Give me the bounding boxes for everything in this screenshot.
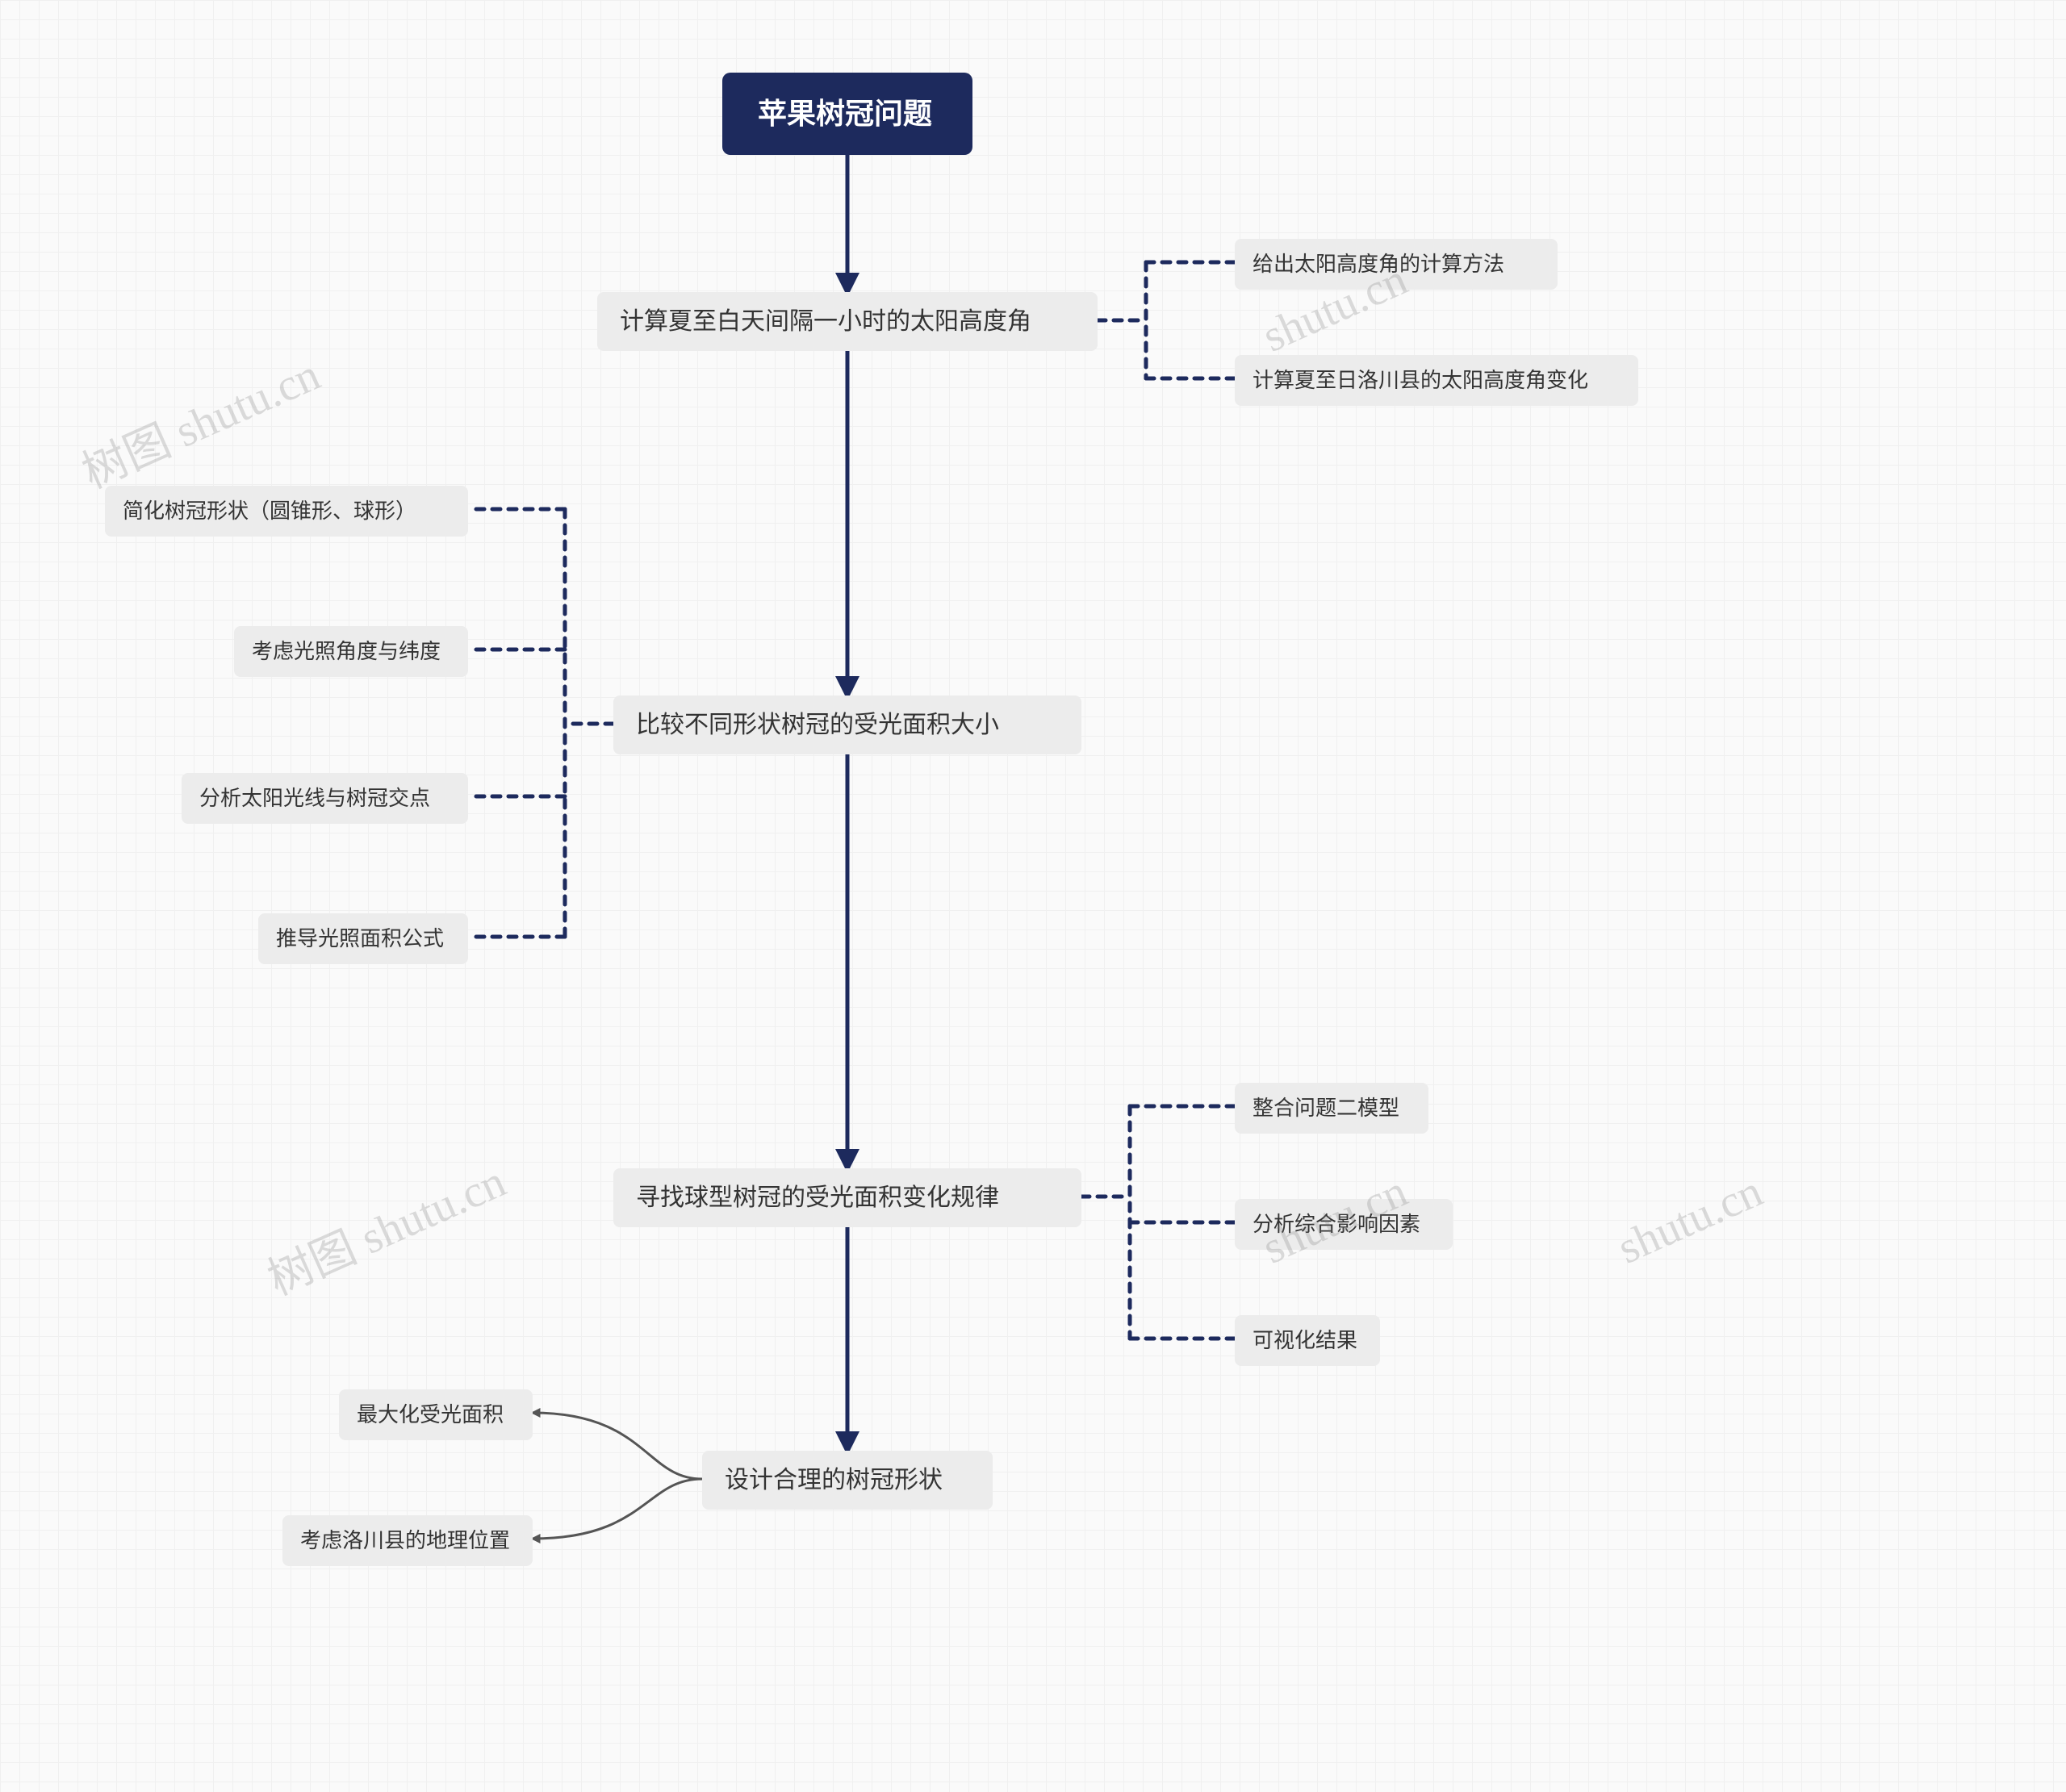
node-m1a: 给出太阳高度角的计算方法 bbox=[1235, 239, 1558, 290]
node-m3-label: 寻找球型树冠的受光面积变化规律 bbox=[636, 1184, 999, 1211]
node-m2b: 考虑光照角度与纬度 bbox=[234, 626, 468, 677]
node-m4-label: 设计合理的树冠形状 bbox=[725, 1467, 943, 1493]
node-m2d: 推导光照面积公式 bbox=[258, 913, 468, 964]
node-m2a-label: 简化树冠形状（圆锥形、球形） bbox=[123, 499, 416, 523]
node-m2-label: 比较不同形状树冠的受光面积大小 bbox=[636, 712, 999, 738]
node-m3a: 整合问题二模型 bbox=[1235, 1083, 1428, 1134]
node-m1a-label: 给出太阳高度角的计算方法 bbox=[1253, 252, 1504, 276]
node-root-label: 苹果树冠问题 bbox=[758, 97, 932, 130]
node-m2: 比较不同形状树冠的受光面积大小 bbox=[613, 695, 1081, 754]
node-root: 苹果树冠问题 bbox=[722, 73, 972, 155]
node-m2c: 分析太阳光线与树冠交点 bbox=[182, 773, 468, 824]
node-m1: 计算夏至白天间隔一小时的太阳高度角 bbox=[597, 292, 1098, 351]
node-m3a-label: 整合问题二模型 bbox=[1253, 1096, 1399, 1120]
node-m4a-label: 最大化受光面积 bbox=[357, 1402, 504, 1426]
node-m3b: 分析综合影响因素 bbox=[1235, 1199, 1453, 1250]
node-m2b-label: 考虑光照角度与纬度 bbox=[252, 639, 441, 663]
node-m1-label: 计算夏至白天间隔一小时的太阳高度角 bbox=[620, 308, 1031, 335]
node-m4b: 考虑洛川县的地理位置 bbox=[282, 1515, 533, 1566]
node-m2a: 简化树冠形状（圆锥形、球形） bbox=[105, 486, 468, 537]
node-m3b-label: 分析综合影响因素 bbox=[1253, 1212, 1420, 1236]
node-m1b-label: 计算夏至日洛川县的太阳高度角变化 bbox=[1253, 368, 1588, 392]
node-m3c-label: 可视化结果 bbox=[1253, 1328, 1357, 1352]
node-m4b-label: 考虑洛川县的地理位置 bbox=[300, 1528, 510, 1552]
diagram-canvas: 苹果树冠问题 计算夏至白天间隔一小时的太阳高度角 给出太阳高度角的计算方法 计算… bbox=[0, 0, 2066, 1792]
node-m2c-label: 分析太阳光线与树冠交点 bbox=[199, 786, 430, 810]
node-m3c: 可视化结果 bbox=[1235, 1315, 1380, 1366]
node-m4: 设计合理的树冠形状 bbox=[702, 1451, 993, 1510]
node-m1b: 计算夏至日洛川县的太阳高度角变化 bbox=[1235, 355, 1638, 406]
node-m2d-label: 推导光照面积公式 bbox=[276, 926, 444, 950]
node-m4a: 最大化受光面积 bbox=[339, 1389, 533, 1440]
node-m3: 寻找球型树冠的受光面积变化规律 bbox=[613, 1168, 1081, 1227]
